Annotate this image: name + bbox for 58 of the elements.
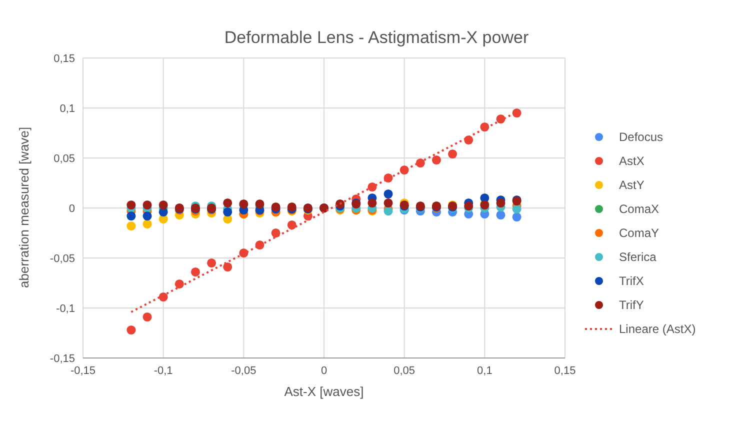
y-tick-label: -0,1 — [56, 302, 75, 315]
point — [448, 149, 458, 159]
x-tick-label: -0,1 — [154, 364, 173, 377]
point — [512, 212, 522, 222]
point — [496, 198, 506, 208]
point — [271, 228, 280, 238]
point — [142, 219, 152, 229]
y-tick-label: 0,05 — [54, 152, 75, 165]
point — [512, 204, 522, 214]
point — [384, 189, 393, 199]
y-tick-label: 0,1 — [60, 102, 75, 115]
point — [142, 200, 152, 210]
point — [223, 262, 232, 272]
y-axis-title: aberration measured [wave] — [16, 126, 32, 288]
x-tick-label: -0,15 — [70, 364, 96, 377]
point — [126, 325, 136, 335]
y-tick-label: -0,05 — [50, 252, 75, 265]
point — [512, 108, 522, 118]
y-tick-label: -0,15 — [50, 352, 75, 365]
y-tick-label: 0 — [68, 202, 75, 215]
legend-label: ComaY — [619, 225, 660, 242]
point — [287, 202, 296, 212]
legend-label: AstX — [619, 153, 644, 170]
point — [142, 211, 152, 221]
point — [223, 198, 232, 208]
point — [271, 202, 280, 212]
point — [126, 221, 136, 231]
legend-label: ComaX — [619, 201, 660, 218]
point — [496, 210, 506, 220]
x-tick-label: 0,1 — [477, 364, 492, 377]
point — [126, 211, 136, 221]
point — [384, 198, 393, 208]
point — [287, 220, 296, 230]
y-tick-label: 0,15 — [54, 52, 75, 65]
x-tick-label: -0,05 — [231, 364, 256, 377]
point — [158, 200, 168, 210]
point — [432, 155, 441, 165]
chart-title: Deformable Lens - Astigmatism-X power — [223, 27, 530, 48]
legend-label: TrifX — [619, 273, 644, 290]
x-tick-label: 0,15 — [554, 364, 576, 377]
legend-label: Lineare (AstX) — [619, 321, 696, 338]
legend-label: Sferica — [619, 249, 656, 266]
point — [384, 206, 393, 216]
point — [464, 201, 474, 211]
point — [207, 258, 216, 268]
point — [142, 312, 152, 322]
legend-label: TrifY — [619, 297, 644, 314]
point — [368, 198, 377, 208]
point — [126, 200, 136, 210]
x-axis-title: Ast-X [waves] — [284, 384, 364, 399]
legend-label: Defocus — [619, 129, 664, 146]
point — [174, 279, 184, 289]
point — [255, 199, 264, 209]
point — [223, 207, 232, 217]
point — [190, 267, 200, 277]
x-tick-label: 0,05 — [394, 364, 416, 377]
x-tick-label: 0 — [320, 364, 328, 377]
legend-label: AstY — [619, 177, 644, 194]
